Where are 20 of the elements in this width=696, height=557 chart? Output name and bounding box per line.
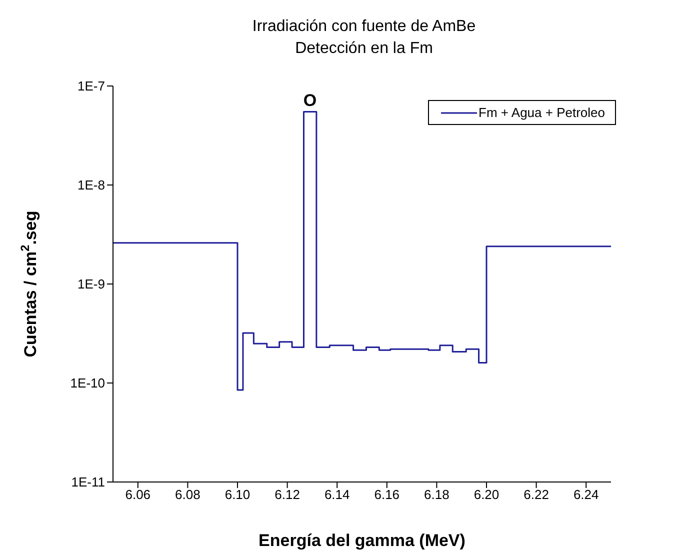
x-tick-label: 6.12 <box>274 487 300 502</box>
x-tick-label: 6.08 <box>175 487 200 502</box>
x-tick-label: 6.10 <box>224 487 250 502</box>
y-tick-label: 1E-11 <box>71 474 105 490</box>
y-tick-label: 1E-9 <box>78 276 105 292</box>
x-tick-label: 6.18 <box>424 487 450 502</box>
x-axis-title: Energía del gamma (MeV) <box>258 531 466 550</box>
x-tick-label: 6.24 <box>573 487 599 502</box>
chart-subtitle: Detección en la Fm <box>295 40 433 57</box>
y-tick-label: 1E-10 <box>70 376 105 391</box>
x-tick-label: 6.16 <box>374 487 400 502</box>
x-tick-label: 6.20 <box>474 487 500 502</box>
x-tick-label: 6.14 <box>324 487 350 502</box>
legend-label: Fm + Agua + Petroleo <box>478 105 605 120</box>
chart-title: Irradiación con fuente de AmBe <box>252 18 476 35</box>
annotation: O <box>303 91 317 110</box>
x-tick-label: 6.22 <box>524 487 549 502</box>
y-tick-label: 1E-8 <box>78 178 105 193</box>
y-tick-label: 1E-7 <box>78 78 105 94</box>
x-tick-label: 6.06 <box>125 487 151 502</box>
